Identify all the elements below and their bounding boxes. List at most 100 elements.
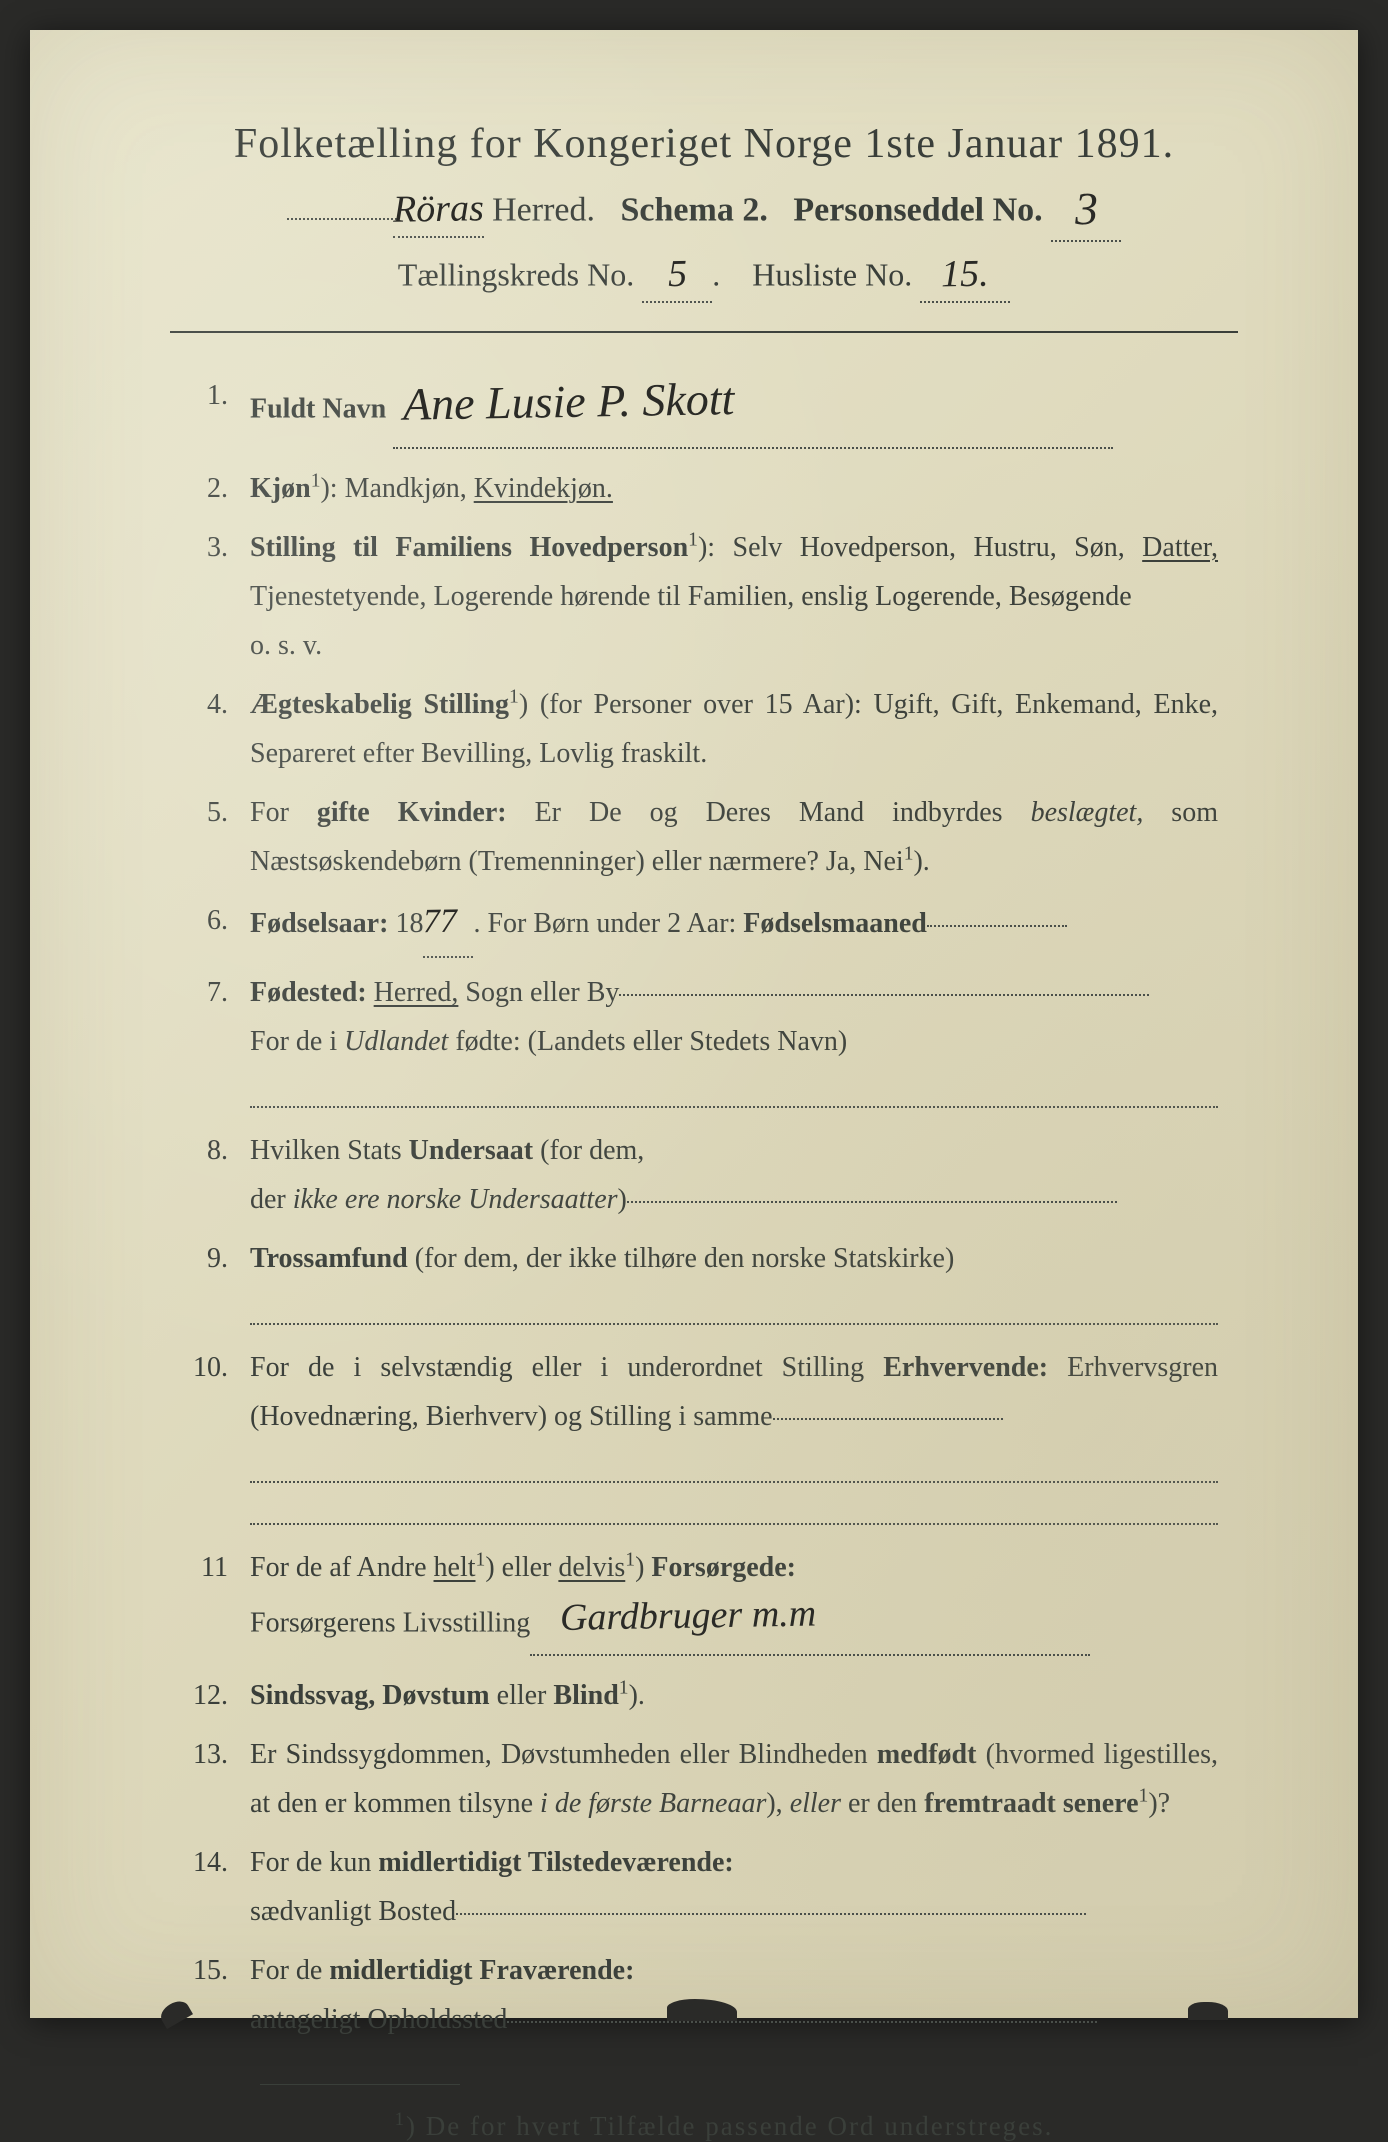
item-num: 1. [180,371,250,454]
bold: gifte Kvinder: [317,797,507,828]
personseddel-no-hw: 3 [1074,182,1098,235]
selected-underline: Datter, [1142,532,1218,563]
item-content: Trossamfund (for dem, der ikke tilhøre d… [250,1234,1218,1333]
sup: 1 [625,1550,635,1571]
item-num: 7. [180,968,250,1116]
dotted-prefix [287,218,397,220]
sup: 1 [476,1550,486,1571]
item-content: Er Sindssygdommen, Døvstumheden eller Bl… [250,1730,1218,1828]
text: ) [635,1552,651,1583]
item-num: 13. [180,1730,250,1828]
text: er den [841,1788,924,1819]
under: helt [434,1552,476,1583]
text: )? [1148,1788,1170,1819]
label: Fødested: [250,977,367,1008]
item-list: 1. Fuldt Navn Ane Lusie P. Skott 2. Kjøn… [170,371,1238,2044]
dotted-blank-line [250,1453,1218,1483]
item-content: Fødested: Herred, Sogn eller By For de i… [250,968,1218,1116]
item-content: For de af Andre helt1) eller delvis1) Fo… [250,1543,1218,1661]
header-line-2: Röras Herred. Schema 2. Personseddel No.… [170,186,1238,242]
item-content: Sindssvag, Døvstum eller Blind1). [250,1671,1218,1720]
bold: Undersaat [409,1135,533,1166]
text: For de af Andre [250,1552,434,1583]
item-2: 2. Kjøn1): Mandkjøn, Kvindekjøn. [180,464,1218,513]
sup: 1 [619,1677,629,1698]
item-5: 5. For gifte Kvinder: Er De og Deres Man… [180,788,1218,886]
item-content: For de i selvstændig eller i underordnet… [250,1343,1218,1533]
text: . For Børn under 2 Aar: [473,908,743,939]
item-num: 6. [180,896,250,959]
text: ) eller [485,1552,558,1583]
birthplace-field [619,994,1149,996]
item-15: 15. For de midlertidigt Fraværende: anta… [180,1946,1218,2044]
sup: 1 [1139,1785,1149,1806]
item-content: Fødselsaar: 1877. For Børn under 2 Aar: … [250,896,1218,959]
item-1: 1. Fuldt Navn Ane Lusie P. Skott [180,371,1218,454]
item-content: For de midlertidigt Fraværende: antageli… [250,1946,1218,2044]
bold: medfødt [877,1739,977,1770]
subline: Forsørgerens Livsstilling Gardbruger m.m [250,1592,1218,1661]
text: ). [913,846,929,877]
text: For de kun [250,1847,378,1878]
selected-underline: Herred, [374,977,459,1008]
italic: beslægtet, [1031,797,1144,828]
label: Ægteskabelig Stilling [250,689,509,720]
text: ): Mandkjøn, [320,473,473,504]
husliste-no-field: 15. [920,256,1010,303]
item-4: 4. Ægteskabelig Stilling1) (for Personer… [180,680,1218,778]
label: Sindssvag, Døvstum [250,1680,490,1711]
item-num: 9. [180,1234,250,1333]
herred-field: Röras [393,191,484,238]
item-14: 14. For de kun midlertidigt Tilstedevære… [180,1838,1218,1936]
text: ), [766,1788,789,1819]
kreds-label: Tællingskreds No. [398,256,634,292]
label: Fuldt Navn [250,394,386,425]
bold: fremtraadt senere [924,1788,1138,1819]
item-10: 10. For de i selvstændig eller i underor… [180,1343,1218,1533]
text: ) [618,1184,627,1215]
item-3: 3. Stilling til Familiens Hovedperson1):… [180,523,1218,670]
text: Forsørgerens Livsstilling [250,1608,530,1639]
sup: 1 [509,686,519,707]
year-hw: 77 [423,891,458,951]
bold: midlertidigt Tilstedeværende: [378,1847,733,1878]
husliste-no-hw: 15. [941,252,989,297]
dotted-blank-line [250,1295,1218,1325]
name-handwritten: Ane Lusie P. Skott [392,359,735,445]
item-content: Kjøn1): Mandkjøn, Kvindekjøn. [250,464,1218,513]
text: For [250,797,317,828]
census-page: Folketælling for Kongeriget Norge 1ste J… [30,30,1358,2018]
subline: sædvanligt Bosted [250,1887,1218,1936]
month-field [927,925,1067,927]
italic: eller [790,1788,841,1819]
text: Sogn eller By [458,977,619,1008]
text: ): Selv Hovedperson, Hustru, Søn, [698,532,1125,563]
italic: ikke ere norske Undersaatter [293,1184,618,1215]
item-13: 13. Er Sindssygdommen, Døvstumheden elle… [180,1730,1218,1828]
item-content: Stilling til Familiens Hovedperson1): Se… [250,523,1218,670]
item-11: 11 For de af Andre helt1) eller delvis1)… [180,1543,1218,1661]
text: Er Sindssygdommen, Døvstumheden eller Bl… [250,1739,877,1770]
text: der [250,1184,293,1215]
item-content: Hvilken Stats Undersaat (for dem, der ik… [250,1126,1218,1224]
under: delvis [558,1552,625,1583]
label: Trossamfund [250,1243,408,1274]
supporter-field: Gardbruger m.m [530,1587,1090,1656]
subline: der ikke ere norske Undersaatter) [250,1175,1218,1224]
footnote-rule [260,2084,460,2085]
label: Stilling til Familiens Hovedperson [250,532,688,563]
text: 18 [388,908,423,939]
text: (for dem, [533,1135,644,1166]
item-num: 11 [180,1543,250,1661]
personseddel-no-field: 3 [1051,186,1121,242]
bold: Fødselsmaaned [743,908,927,939]
bold: Blind [553,1680,618,1711]
header-line-3: Tællingskreds No. 5. Husliste No. 15. [170,256,1238,303]
kreds-no-field: 5 [642,256,712,303]
supporter-hw: Gardbruger m.m [530,1581,817,1652]
text: fødte: (Landets eller Stedets Navn) [448,1026,847,1057]
text: antageligt Opholdssted [250,2004,507,2035]
page-tear [1188,2002,1228,2020]
bold: midlertidigt Fraværende: [329,1955,634,1986]
text: eller [490,1680,554,1711]
